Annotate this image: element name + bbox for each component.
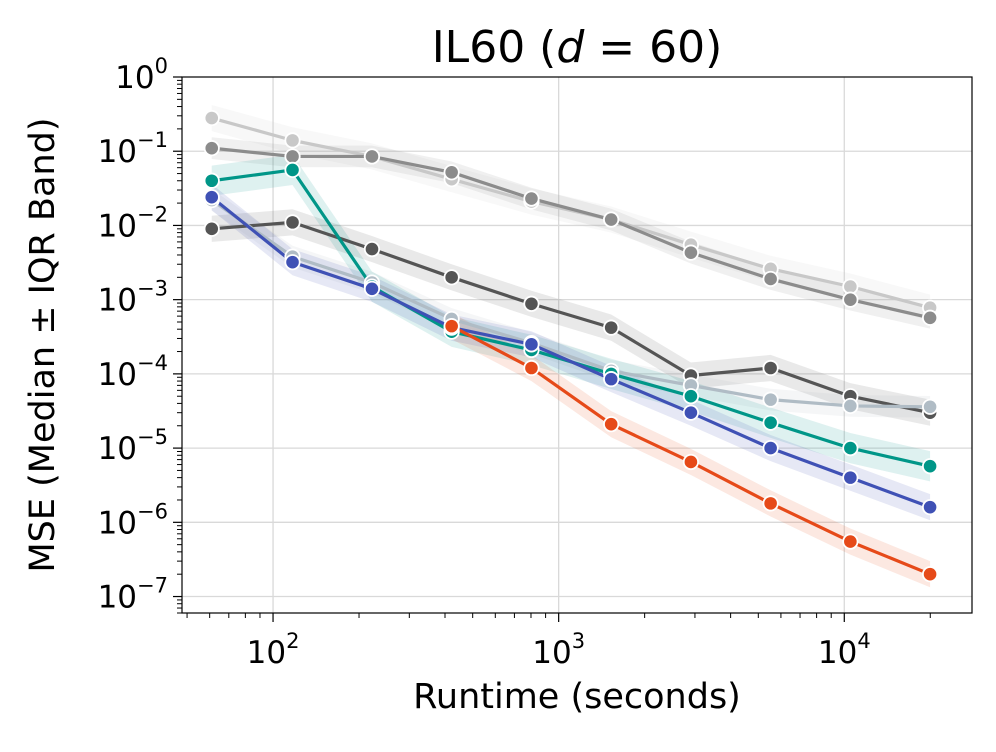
data-point [363,280,381,297]
axis-ticks [173,76,931,622]
plot-frame [181,76,973,614]
data-point [682,404,700,421]
x-tick-label: 102 [247,629,300,671]
y-tick-label: 10−2 [98,202,168,244]
data-point [762,495,779,512]
x-tick-label: 103 [532,629,585,671]
data-point [762,391,779,408]
data-point [603,211,620,228]
data-point [682,388,700,405]
series-line [210,198,931,409]
data-point [921,398,939,415]
y-tick-label: 10−6 [98,499,168,541]
data-point [363,148,381,165]
series-line [210,195,931,509]
y-tick-label: 10−1 [98,128,168,170]
grid-lines [182,77,972,613]
series-line [211,146,931,320]
data-point [203,109,220,127]
data-point [523,336,540,353]
data-point [284,161,301,179]
y-tick-label: 100 [115,54,168,96]
data-point [921,458,939,475]
data-point [523,359,540,377]
y-tick-label: 10−7 [98,574,168,616]
series-markers [203,109,939,583]
data-point [921,566,939,583]
data-point [762,359,779,377]
data-point [762,270,779,288]
y-tick-label: 10−5 [98,425,168,467]
data-point [842,533,859,550]
data-point [762,439,779,457]
data-point [523,295,540,312]
iqr-band [211,209,931,426]
data-point [921,499,939,516]
x-axis-label: Runtime (seconds) [413,677,741,717]
data-point [203,220,220,237]
data-point [921,309,939,326]
data-point [842,469,859,486]
data-point [523,190,540,207]
iqr-bands [211,104,931,588]
data-point [842,439,859,457]
y-tick-label: 10−4 [98,351,168,393]
data-point [203,172,220,189]
data-point [682,453,700,471]
data-point [842,291,859,308]
data-point [842,397,859,415]
data-point [363,240,381,258]
data-point [603,416,620,433]
tick-labels: 102 103 104 100 10−1 10−2 10−3 10−4 10−5 10−6 10−7 [98,54,871,671]
chart-title: IL60 (d = 60) [432,22,723,73]
x-tick-label: 104 [818,629,871,671]
data-point [203,189,220,206]
data-point [284,214,301,231]
data-point [762,414,779,431]
series-line [211,220,931,415]
data-point [443,164,460,181]
data-point [284,132,301,149]
data-point [443,269,460,286]
data-point [443,318,460,335]
iqr-band [211,137,931,329]
iqr-band [211,184,931,521]
data-point [284,148,301,165]
data-point [682,244,700,261]
y-tick-label: 10−3 [98,277,168,319]
data-point [603,371,620,388]
data-point [203,140,220,157]
y-axis-label: MSE (Median ± IQR Band) [23,117,63,572]
iqr-band [451,313,931,588]
data-point [603,319,620,336]
data-point [284,254,301,271]
